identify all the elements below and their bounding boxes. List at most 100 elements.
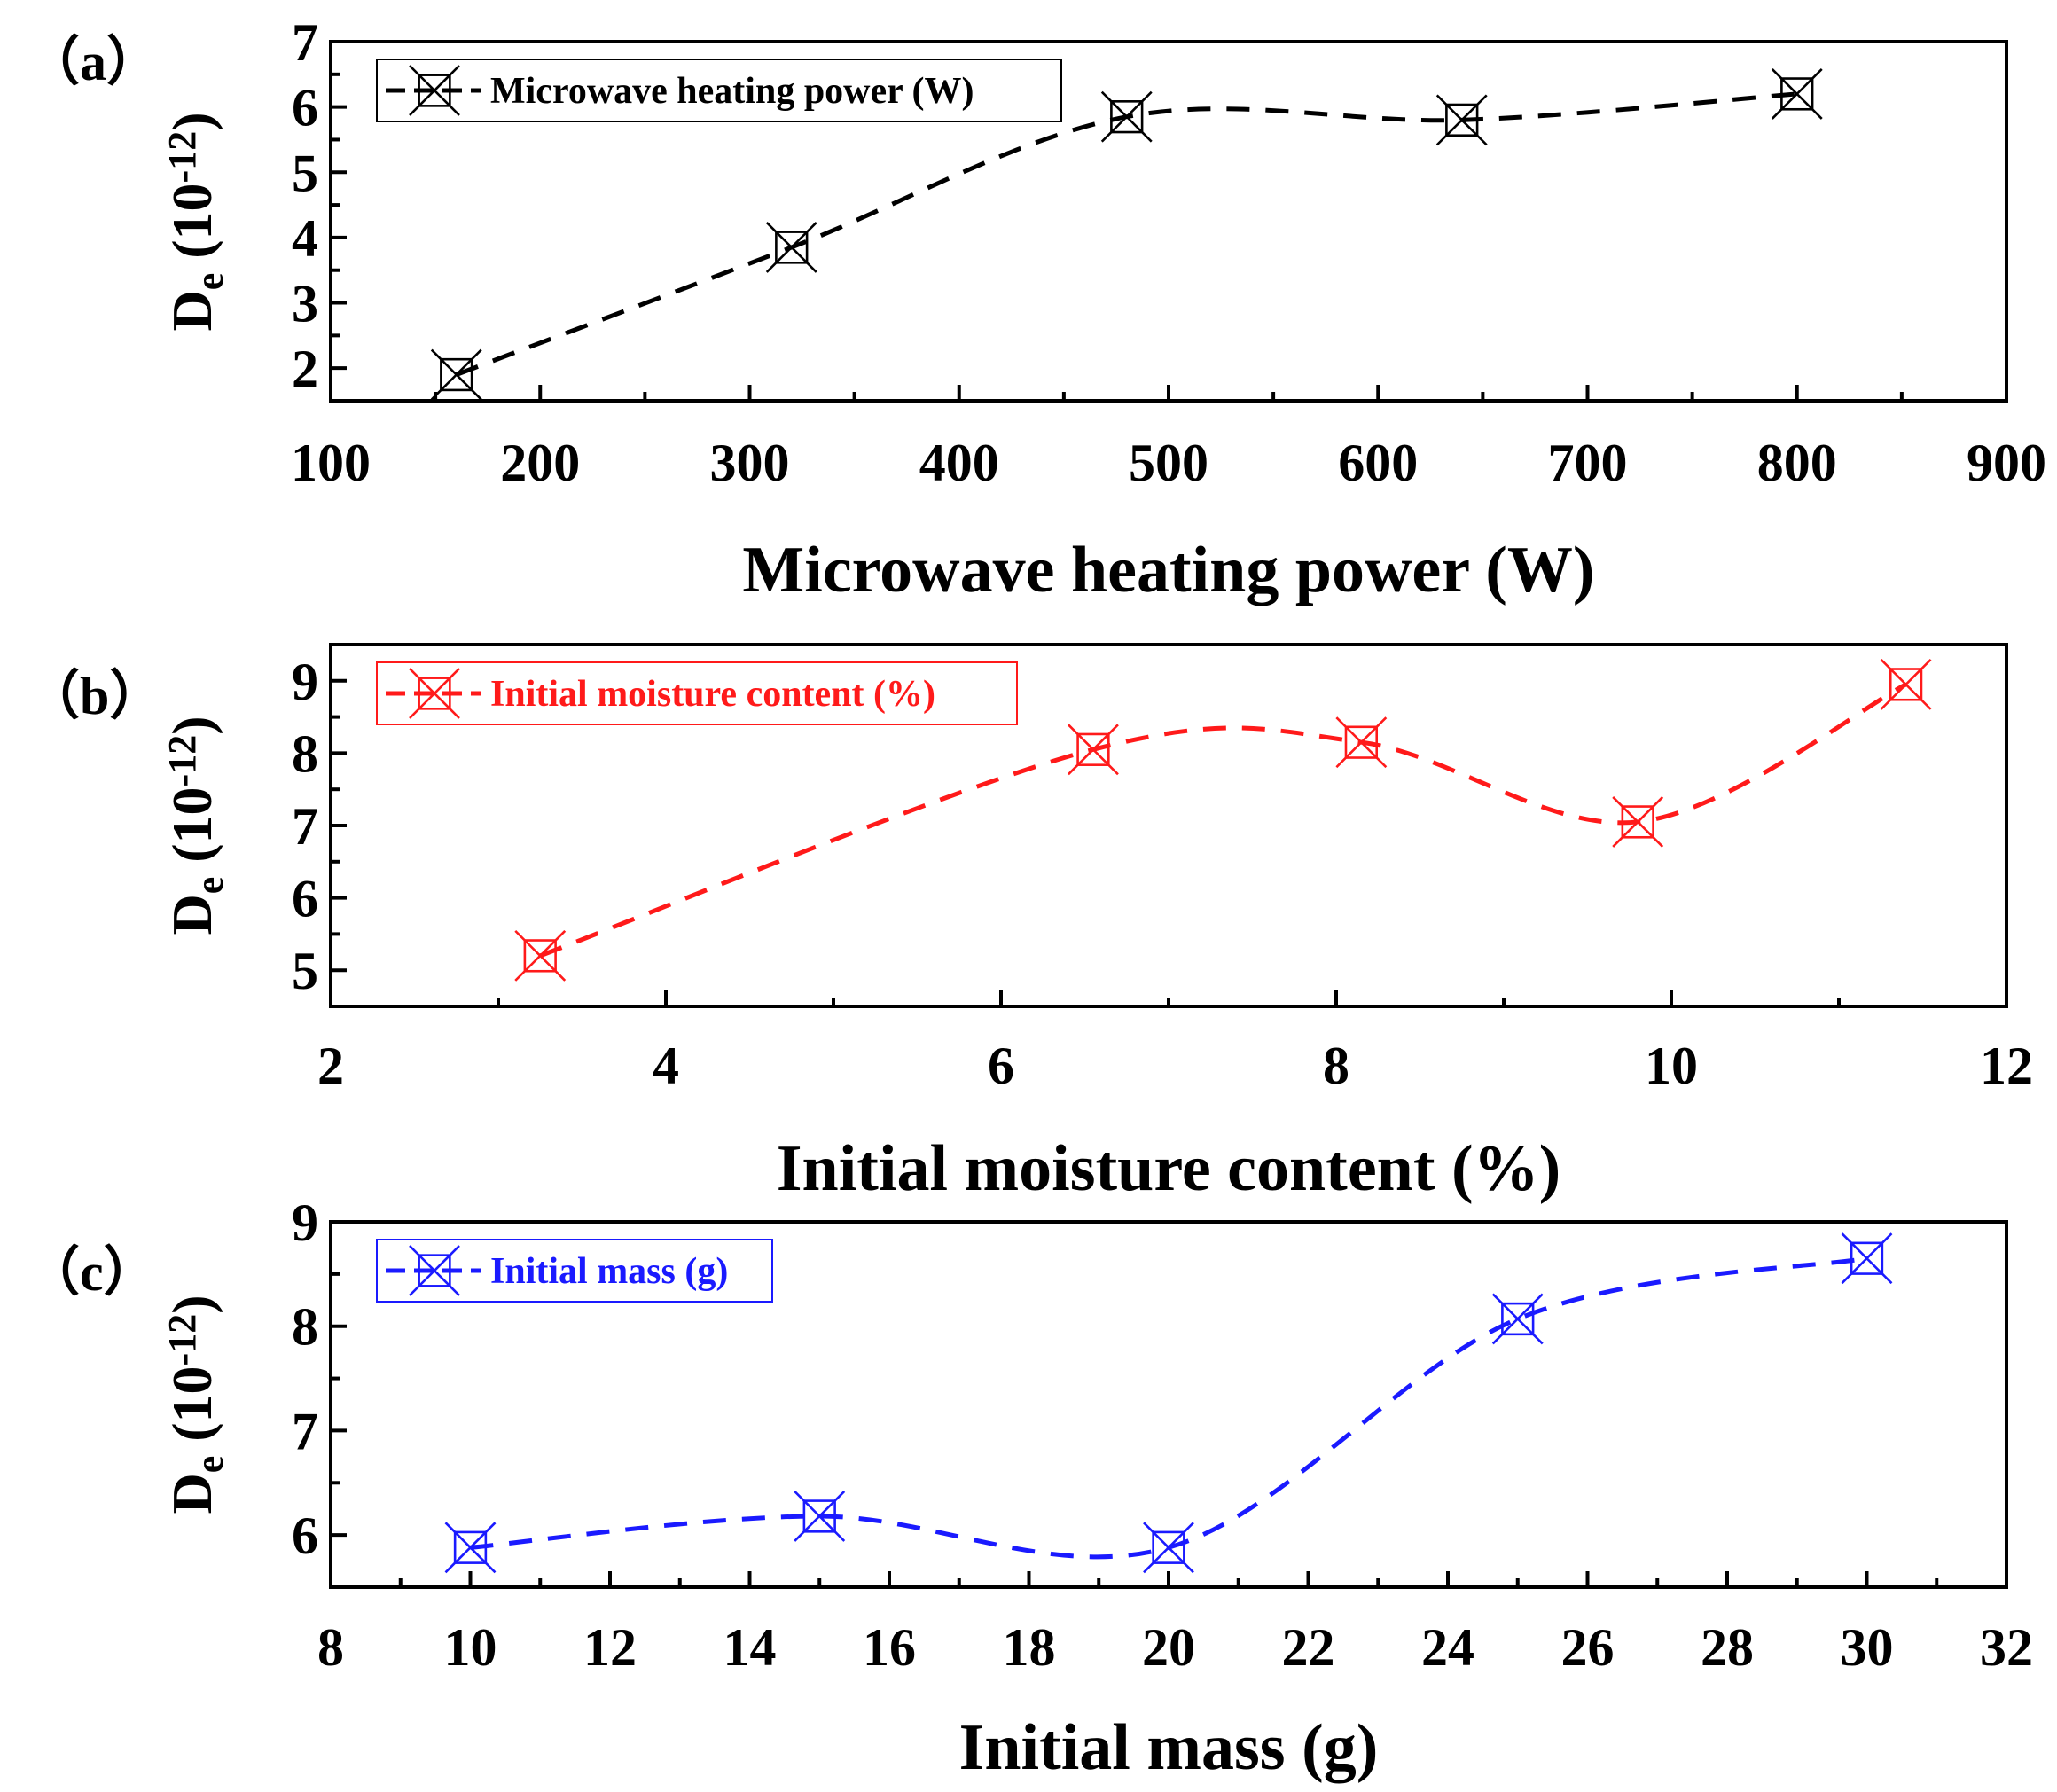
y-axis-title-close: ) [160,112,223,130]
data-point-marker-stroke-2 [1068,724,1119,776]
y-axis-title-exponent: -12 [160,131,204,184]
data-point-marker [444,1522,497,1574]
panel-letter: （b） [27,666,162,725]
x-tick-label: 6 [988,1037,1014,1095]
data-point-marker-box [1850,1241,1884,1275]
x-tick-label: 4 [653,1037,679,1095]
y-tick-label: 5 [292,942,318,1000]
y-tick-label: 7 [292,1402,318,1460]
legend-marker [409,65,460,116]
x-tick-label: 300 [710,434,790,492]
data-point-marker-box [453,1530,488,1564]
y-axis-title: De (10-12) [160,716,231,935]
x-tick-label: 200 [500,434,580,492]
y-axis-title-sub: e [188,877,231,895]
data-point-marker-stroke-2 [1491,1293,1544,1345]
x-axis-title: Initial mass (g) [959,1711,1379,1784]
x-tick-label: 10 [444,1618,497,1677]
legend-marker-box [418,1254,451,1287]
data-point-marker-box [1076,732,1110,766]
x-tick-label: 30 [1841,1618,1894,1677]
data-point-marker-stroke-2 [1143,1522,1194,1574]
data-point-marker-stroke-2 [1100,90,1153,143]
data-point-marker [1068,724,1119,776]
y-axis-title-close: ) [160,1295,223,1313]
panel-letter: （c） [27,1242,157,1302]
legend-marker-stroke-2 [409,668,460,719]
series-line-0 [539,682,1907,959]
legend-label: Initial mass (g) [490,1251,728,1292]
x-tick-label: 700 [1548,434,1628,492]
x-tick-label: 900 [1967,434,2046,492]
x-tick-label: 500 [1129,434,1208,492]
y-tick-label: 7 [292,797,318,856]
data-point-marker-box [802,1499,836,1533]
x-tick-label: 22 [1282,1618,1335,1677]
data-point-marker-box [1344,725,1379,759]
legend-label: Microwave heating power (W) [490,71,974,112]
y-tick-label: 8 [292,724,318,783]
y-tick-label: 6 [292,1506,318,1565]
y-axis-title-main: D [160,894,223,935]
x-tick-label: 16 [863,1618,916,1677]
x-tick-label: 28 [1701,1618,1754,1677]
x-tick-label: 26 [1561,1618,1615,1677]
data-point-marker-stroke-2 [1771,67,1823,120]
legend-label: Initial moisture content (%) [490,674,935,715]
data-point-marker-box [1621,805,1654,839]
legend-marker-stroke-2 [409,1245,460,1296]
y-tick-label: 6 [292,870,318,928]
legend-box [376,59,1062,122]
y-axis-title: De (10-12) [160,112,231,331]
y-tick-label: 9 [292,653,318,711]
legend-marker-stroke-2 [409,65,460,116]
y-axis-title-sub: e [188,1456,231,1474]
x-tick-label: 18 [1003,1618,1056,1677]
data-point-marker-stroke-2 [444,1522,497,1574]
y-tick-label: 3 [292,275,318,333]
x-tick-label: 12 [1980,1037,2033,1095]
data-point-marker-box [1889,668,1923,701]
data-point-marker-box [1445,103,1479,137]
data-point-marker-box [523,939,557,973]
panel-1: 2 4 6 8 10 12 5 6 7 8 9 Initial moisture content (%… [27,643,2033,1205]
panel-letter: （a） [27,32,160,91]
data-point-marker [1100,90,1153,143]
data-point-marker-box [440,357,473,392]
x-axis-title: Microwave heating power (W) [742,534,1594,606]
y-axis-title-unit: (10 [160,183,223,272]
data-point-marker-stroke-2 [430,348,482,401]
y-axis-title-main: D [160,1473,223,1514]
legend-marker-box [418,677,451,710]
data-point-marker-stroke-2 [765,222,817,273]
x-tick-label: 24 [1421,1618,1474,1677]
series-line-0 [470,1256,1867,1560]
data-point-marker [1335,716,1388,769]
data-point-marker-box [775,231,809,264]
y-axis-title-sub: e [188,273,231,291]
data-point-marker-stroke-2 [794,1491,846,1542]
data-point-marker-stroke-2 [1612,796,1664,848]
data-point-marker [430,348,482,401]
y-tick-label: 7 [292,13,318,72]
panel-2: 8 10 12 14 16 18 20 22 24 26 28 30 32 6 7 8 9 Initial mas… [27,1193,2033,1784]
y-tick-label: 5 [292,144,318,202]
data-point-marker [1880,658,1932,710]
x-tick-label: 20 [1142,1618,1195,1677]
data-point-marker [1771,67,1823,120]
data-point-marker-stroke-2 [1841,1232,1893,1285]
data-point-marker [1491,1293,1544,1345]
x-tick-label: 2 [317,1037,344,1095]
data-point-marker [1435,94,1488,146]
data-point-marker [765,222,817,273]
x-tick-label: 12 [583,1618,637,1677]
x-tick-label: 8 [317,1618,344,1677]
y-axis-title-main: D [160,290,223,331]
y-axis-title-unit: (10 [160,1366,223,1455]
legend-marker [409,668,460,719]
legend-box [376,661,1018,725]
data-point-marker [794,1491,846,1542]
data-point-marker-box [1501,1302,1535,1336]
data-point-marker-stroke-2 [1435,94,1488,146]
data-point-marker-box [1780,77,1814,111]
